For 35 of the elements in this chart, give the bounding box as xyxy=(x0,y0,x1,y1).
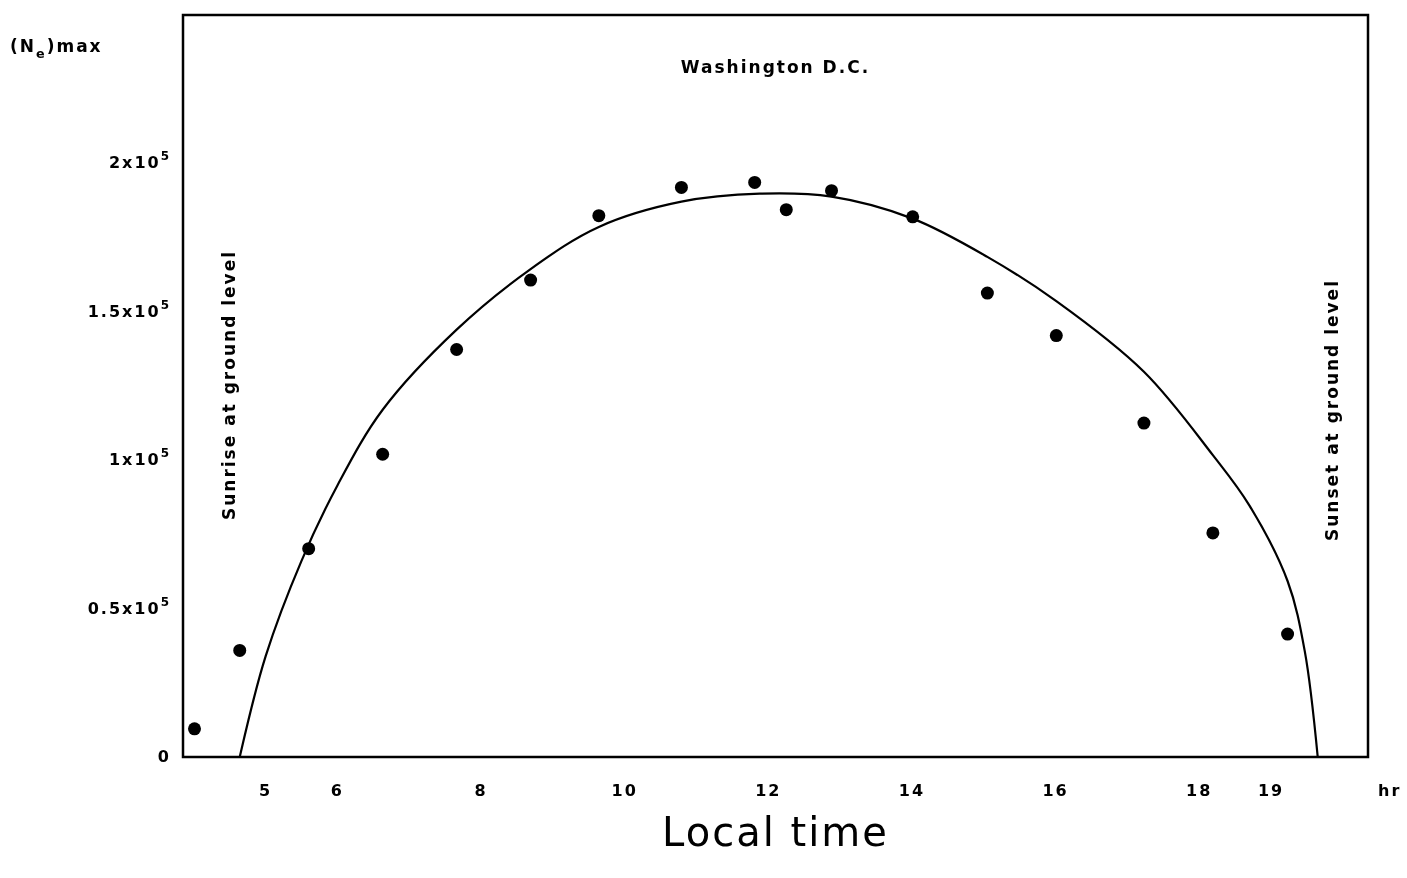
x-tick-label: 5 xyxy=(259,780,273,800)
text: hr xyxy=(1378,780,1402,800)
annotation: Sunrise at ground level xyxy=(219,249,239,521)
y-tick-label: 0 xyxy=(157,746,171,766)
point xyxy=(187,722,201,736)
point xyxy=(825,184,839,198)
point xyxy=(524,273,538,287)
point xyxy=(1281,627,1295,641)
point xyxy=(980,286,994,300)
point xyxy=(674,180,688,194)
annotation: Sunset at ground level xyxy=(1322,279,1342,541)
y-tick-label: 2x10$^{5}$ xyxy=(108,148,171,172)
point xyxy=(1206,526,1220,540)
point xyxy=(450,342,464,356)
x-tick-label: 8 xyxy=(474,780,488,800)
x-tick-label: 16 xyxy=(1042,780,1069,800)
point xyxy=(779,203,793,217)
y-tick-label: 1.5x10$^{5}$ xyxy=(87,297,171,321)
x-tick-label: 19 xyxy=(1257,780,1285,800)
y-tick-label: 0.5x10$^{5}$ xyxy=(87,594,171,618)
x-tick-label: 18 xyxy=(1186,780,1213,800)
x-tick-label: 14 xyxy=(898,780,926,800)
point xyxy=(233,643,247,657)
point xyxy=(748,175,762,189)
point xyxy=(376,447,390,461)
x-axis-title: Local time xyxy=(662,809,889,855)
x-tick-label: 10 xyxy=(611,780,638,800)
x-tick-label: 12 xyxy=(755,780,782,800)
text: Washington D.C. xyxy=(680,57,871,77)
y-tick-label: 1x10$^{5}$ xyxy=(108,445,171,469)
y-axis-title: (N$_{e}$)max xyxy=(10,36,103,61)
point xyxy=(592,209,606,223)
point xyxy=(1137,416,1151,430)
x-tick-label: 6 xyxy=(330,780,344,800)
point xyxy=(1049,329,1063,343)
